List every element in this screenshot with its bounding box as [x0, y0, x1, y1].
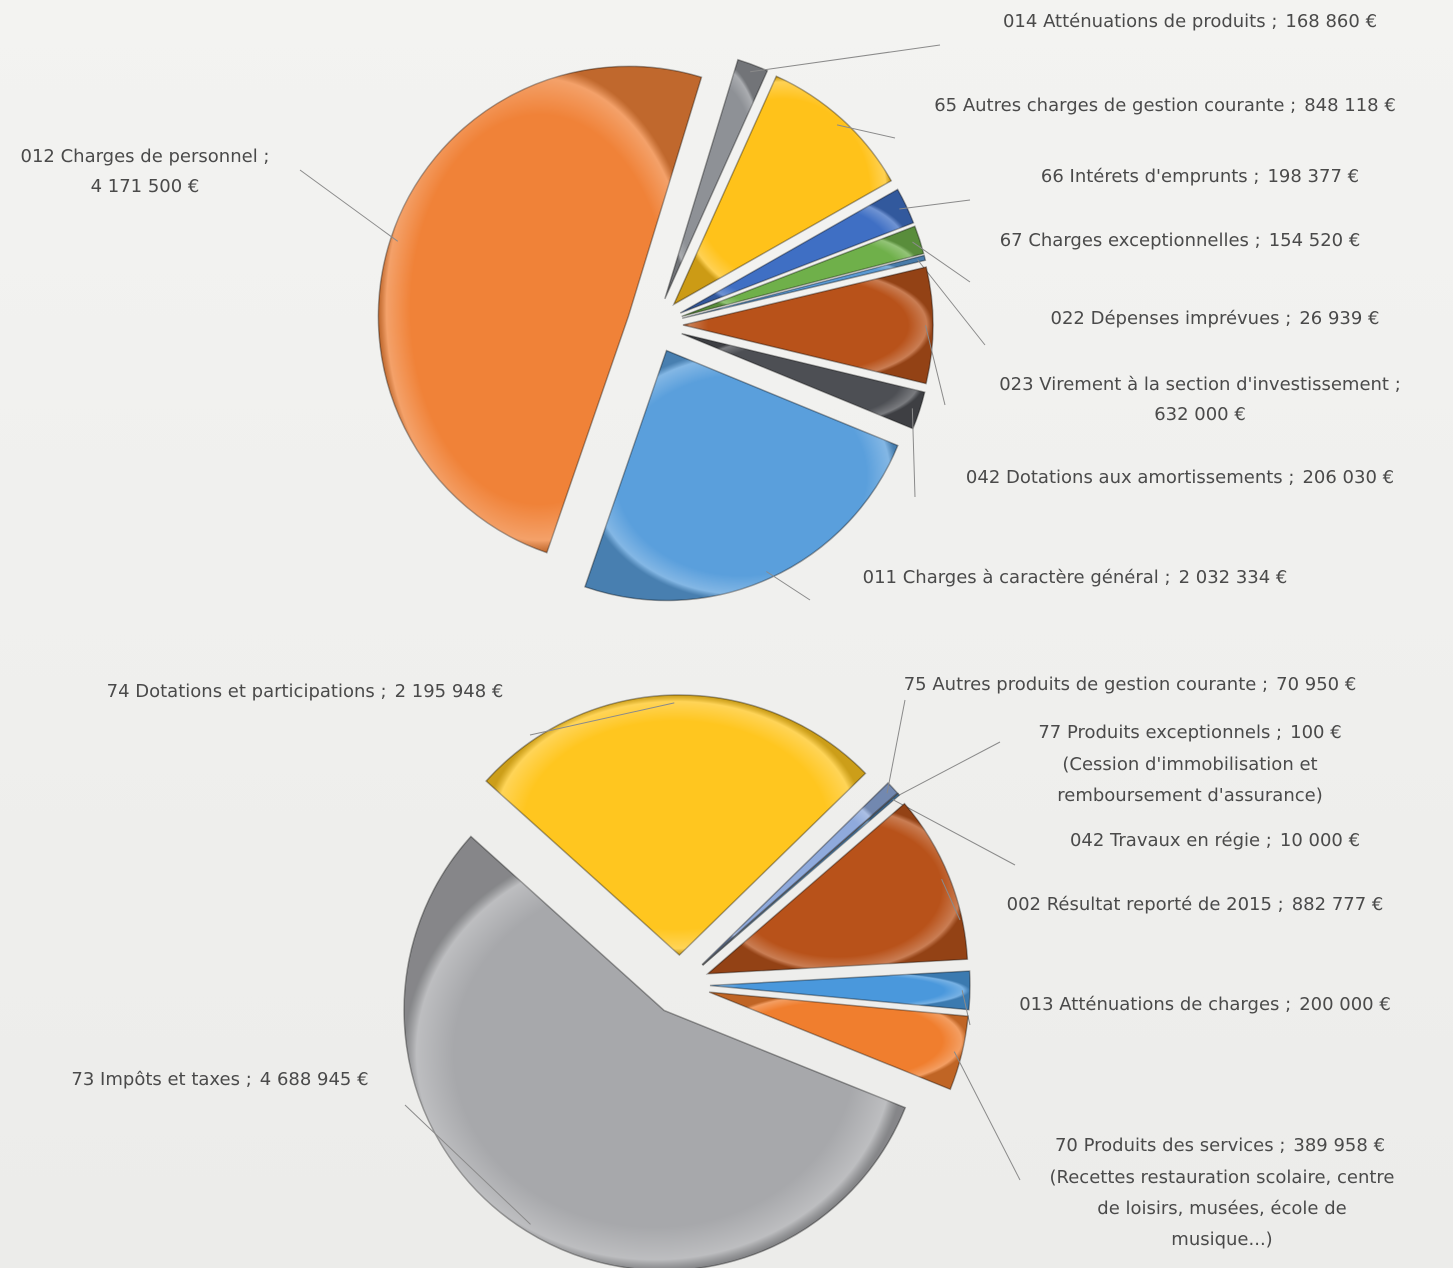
- slice-value-label: 198 377 €: [1267, 166, 1359, 187]
- slice-value-label: 154 520 €: [1269, 230, 1361, 251]
- slice-category: 011 Charges à caractère général ;: [863, 567, 1171, 588]
- slice-label: 002 Résultat reporté de 2015 ; 882 777 €: [1007, 894, 1384, 915]
- slice-label: 023 Virement à la section d'investisseme…: [999, 374, 1401, 395]
- slice-label: 75 Autres produits de gestion courante ;…: [904, 674, 1357, 695]
- annotation: de loisirs, musées, école de: [1097, 1198, 1346, 1219]
- slice-value-label: 206 030 €: [1302, 467, 1394, 488]
- leader-line: [529, 702, 675, 736]
- slice-value-label: 4 171 500 €: [91, 176, 200, 197]
- slice-value-label: 168 860 €: [1285, 11, 1377, 32]
- slice-label: 70 Produits des services ; 389 958 €: [1055, 1135, 1385, 1156]
- slice-value-label: 10 000 €: [1280, 830, 1360, 851]
- slice-value-label: 389 958 €: [1293, 1135, 1385, 1156]
- leader-line: [404, 1104, 531, 1225]
- slice-category: 65 Autres charges de gestion courante ;: [934, 95, 1296, 116]
- slice-category: 74 Dotations et participations ;: [107, 681, 387, 702]
- slice-category: 67 Charges exceptionnelles ;: [1000, 230, 1261, 251]
- slice-label: 042 Travaux en régie ; 10 000 €: [1070, 830, 1360, 851]
- slice-category: 022 Dépenses imprévues ;: [1051, 308, 1292, 329]
- slice-label: 77 Produits exceptionnels ; 100 €: [1038, 722, 1341, 743]
- slice-category: 73 Impôts et taxes ;: [71, 1069, 251, 1090]
- leader-line: [912, 241, 971, 283]
- slice-category: 042 Travaux en régie ;: [1070, 830, 1272, 851]
- annotation: (Recettes restauration scolaire, centre: [1050, 1167, 1395, 1188]
- leader-line: [836, 124, 896, 139]
- annotation: musique...): [1171, 1229, 1272, 1250]
- leader-line: [899, 199, 971, 210]
- slice-category: 042 Dotations aux amortissements ;: [966, 467, 1295, 488]
- slice-label: 74 Dotations et participations ; 2 195 94…: [107, 681, 504, 702]
- slice-value-label: 200 000 €: [1299, 994, 1391, 1015]
- leader-line: [941, 878, 961, 921]
- slice-value-label: 26 939 €: [1299, 308, 1379, 329]
- slice-category: 013 Atténuations de charges ;: [1019, 994, 1291, 1015]
- slice-value-label: 882 777 €: [1292, 894, 1384, 915]
- leader-line: [750, 44, 941, 73]
- slice-value-label: 848 118 €: [1304, 95, 1396, 116]
- slice-label: 014 Atténuations de produits ; 168 860 €: [1003, 11, 1377, 32]
- slice-label: 012 Charges de personnel ;: [21, 146, 270, 167]
- slice-label: 042 Dotations aux amortissements ; 206 03…: [966, 467, 1394, 488]
- slice-category: 70 Produits des services ;: [1055, 1135, 1285, 1156]
- slice-value-label: 632 000 €: [1154, 404, 1246, 425]
- slice-label: 67 Charges exceptionnelles ; 154 520 €: [1000, 230, 1361, 251]
- slice-value-label: 2 032 334 €: [1179, 567, 1288, 588]
- slice-value-label: 4 688 945 €: [260, 1069, 369, 1090]
- slice-label: 65 Autres charges de gestion courante ; 8…: [934, 95, 1396, 116]
- leader-line: [886, 699, 906, 794]
- slice-value-label: 70 950 €: [1276, 674, 1356, 695]
- slice-category: 002 Résultat reporté de 2015 ;: [1007, 894, 1284, 915]
- leader-line: [766, 571, 811, 601]
- leader-line: [299, 169, 399, 242]
- leader-line: [891, 741, 1001, 800]
- leader-line: [953, 1051, 1021, 1181]
- leader-line: [911, 408, 916, 498]
- slice-category: 014 Atténuations de produits ;: [1003, 11, 1277, 32]
- slice-label: 66 Intérets d'emprunts ; 198 377 €: [1041, 166, 1359, 187]
- slice-category: 77 Produits exceptionnels ;: [1038, 722, 1282, 743]
- slice-label: 011 Charges à caractère général ; 2 032 3…: [863, 567, 1288, 588]
- slice-value-label: 100 €: [1290, 722, 1342, 743]
- leader-line: [925, 325, 946, 406]
- slice-label: 022 Dépenses imprévues ; 26 939 €: [1051, 308, 1380, 329]
- slice-value-label: 2 195 948 €: [395, 681, 504, 702]
- slice-label: 013 Atténuations de charges ; 200 000 €: [1019, 994, 1391, 1015]
- slice-label: 73 Impôts et taxes ; 4 688 945 €: [71, 1069, 368, 1090]
- slice-category: 66 Intérets d'emprunts ;: [1041, 166, 1260, 187]
- slice-category: 75 Autres produits de gestion courante ;: [904, 674, 1268, 695]
- annotation: remboursement d'assurance): [1057, 785, 1323, 806]
- annotation: (Cession d'immobilisation et: [1062, 754, 1317, 775]
